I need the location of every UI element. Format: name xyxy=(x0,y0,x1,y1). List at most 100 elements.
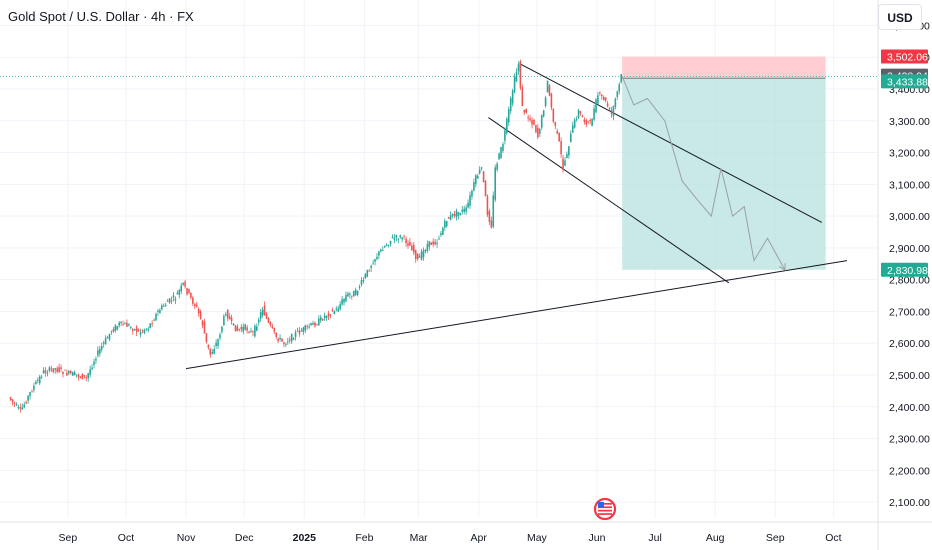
candle-body xyxy=(58,367,60,372)
price-tag xyxy=(881,49,928,64)
candle-body xyxy=(391,236,394,239)
candle-body xyxy=(343,298,345,303)
candle-body xyxy=(366,269,369,277)
candle-body xyxy=(434,241,436,245)
candle-body xyxy=(265,313,268,319)
candle-body xyxy=(223,316,225,326)
candle-body xyxy=(68,371,70,374)
candle-body xyxy=(186,288,188,295)
candle-body xyxy=(471,190,473,197)
candle-body xyxy=(589,119,591,122)
x-tick-label: 2025 xyxy=(293,532,317,544)
candle-body xyxy=(215,342,217,346)
projection-path xyxy=(621,76,786,272)
candle-body xyxy=(444,220,446,228)
candle-body xyxy=(612,106,615,117)
flag-canton xyxy=(598,502,604,508)
candle-body xyxy=(271,326,274,329)
candle-body xyxy=(494,167,497,200)
candle-body xyxy=(368,270,371,272)
x-tick-label: Jul xyxy=(648,532,661,544)
y-tick-label: 3,100.00 xyxy=(889,179,930,191)
candle-body xyxy=(341,299,343,305)
candle-body xyxy=(478,169,481,174)
price-tag xyxy=(881,74,928,89)
candle-body xyxy=(397,239,400,241)
candle-body xyxy=(66,372,68,376)
candle-body xyxy=(339,304,341,310)
candle-body xyxy=(114,325,117,331)
candle-body xyxy=(312,323,314,325)
y-tick-label: 2,400.00 xyxy=(889,402,930,414)
flag-stripe xyxy=(598,513,612,515)
candle-body xyxy=(287,341,289,343)
candle-body xyxy=(29,392,31,396)
candle-body xyxy=(60,367,62,369)
candle-body xyxy=(484,180,487,197)
candle-body xyxy=(180,285,183,292)
us-flag-icon[interactable] xyxy=(593,497,617,521)
x-tick-label: Mar xyxy=(410,532,429,544)
candle-body xyxy=(325,315,328,318)
candle-body xyxy=(159,310,161,314)
flag-stripe xyxy=(598,506,612,509)
candle-body xyxy=(33,385,35,390)
candle-body xyxy=(453,214,456,217)
time-axis[interactable]: Sep Oct Nov Dec 2025 Feb Mar Apr May Jun Jul Aug Sep… xyxy=(58,532,841,544)
candle-body xyxy=(395,235,398,238)
candle-body xyxy=(413,244,415,253)
candle-body xyxy=(193,304,196,307)
price-tag xyxy=(881,262,928,277)
candle-body xyxy=(85,377,88,378)
candle-body xyxy=(97,350,99,356)
candle-body xyxy=(207,344,210,348)
candle-body xyxy=(414,250,417,260)
candle-body xyxy=(261,309,264,316)
candle-body xyxy=(263,305,266,316)
candle-body xyxy=(347,293,349,297)
candle-body xyxy=(540,115,543,128)
candle-body xyxy=(71,372,74,376)
candle-body xyxy=(133,329,136,331)
candle-body xyxy=(426,244,429,251)
candle-body xyxy=(507,109,510,123)
candle-body xyxy=(139,331,142,335)
candle-body xyxy=(87,373,89,379)
x-tick-label: Feb xyxy=(355,532,373,544)
y-tick-label: 2,300.00 xyxy=(889,434,930,446)
candle-body xyxy=(298,330,301,334)
y-tick-label: 2,200.00 xyxy=(889,465,930,477)
candle-body xyxy=(232,323,235,326)
candle-body xyxy=(252,331,254,333)
candle-body xyxy=(449,215,452,220)
candle-body xyxy=(616,91,619,98)
candle-body xyxy=(573,119,576,128)
candle-body xyxy=(300,330,303,332)
candle-body xyxy=(568,146,570,156)
candle-body xyxy=(376,256,378,260)
price-tags: 3,502.063,438.943,433.882,830.98 xyxy=(881,49,928,277)
candle-body xyxy=(537,127,539,138)
candle-body xyxy=(560,141,562,155)
candle-body xyxy=(533,119,535,125)
candle-body xyxy=(459,213,462,215)
candle-body xyxy=(166,300,169,302)
candle-body xyxy=(442,227,444,235)
y-tick-label: 3,000.00 xyxy=(889,211,930,223)
candle-body xyxy=(106,337,109,339)
candle-body xyxy=(323,315,326,318)
candle-body xyxy=(575,119,578,120)
candle-body xyxy=(170,300,173,302)
candle-body xyxy=(131,329,134,331)
candle-body xyxy=(168,298,171,303)
candle-body xyxy=(182,282,184,285)
candle-body xyxy=(490,220,493,228)
candle-body xyxy=(147,328,150,331)
candle-body xyxy=(389,240,392,245)
currency-button[interactable]: USD xyxy=(878,4,922,30)
candle-body xyxy=(337,308,340,312)
candle-body xyxy=(564,160,566,166)
candle-body xyxy=(529,118,531,121)
candle-body xyxy=(151,323,153,325)
